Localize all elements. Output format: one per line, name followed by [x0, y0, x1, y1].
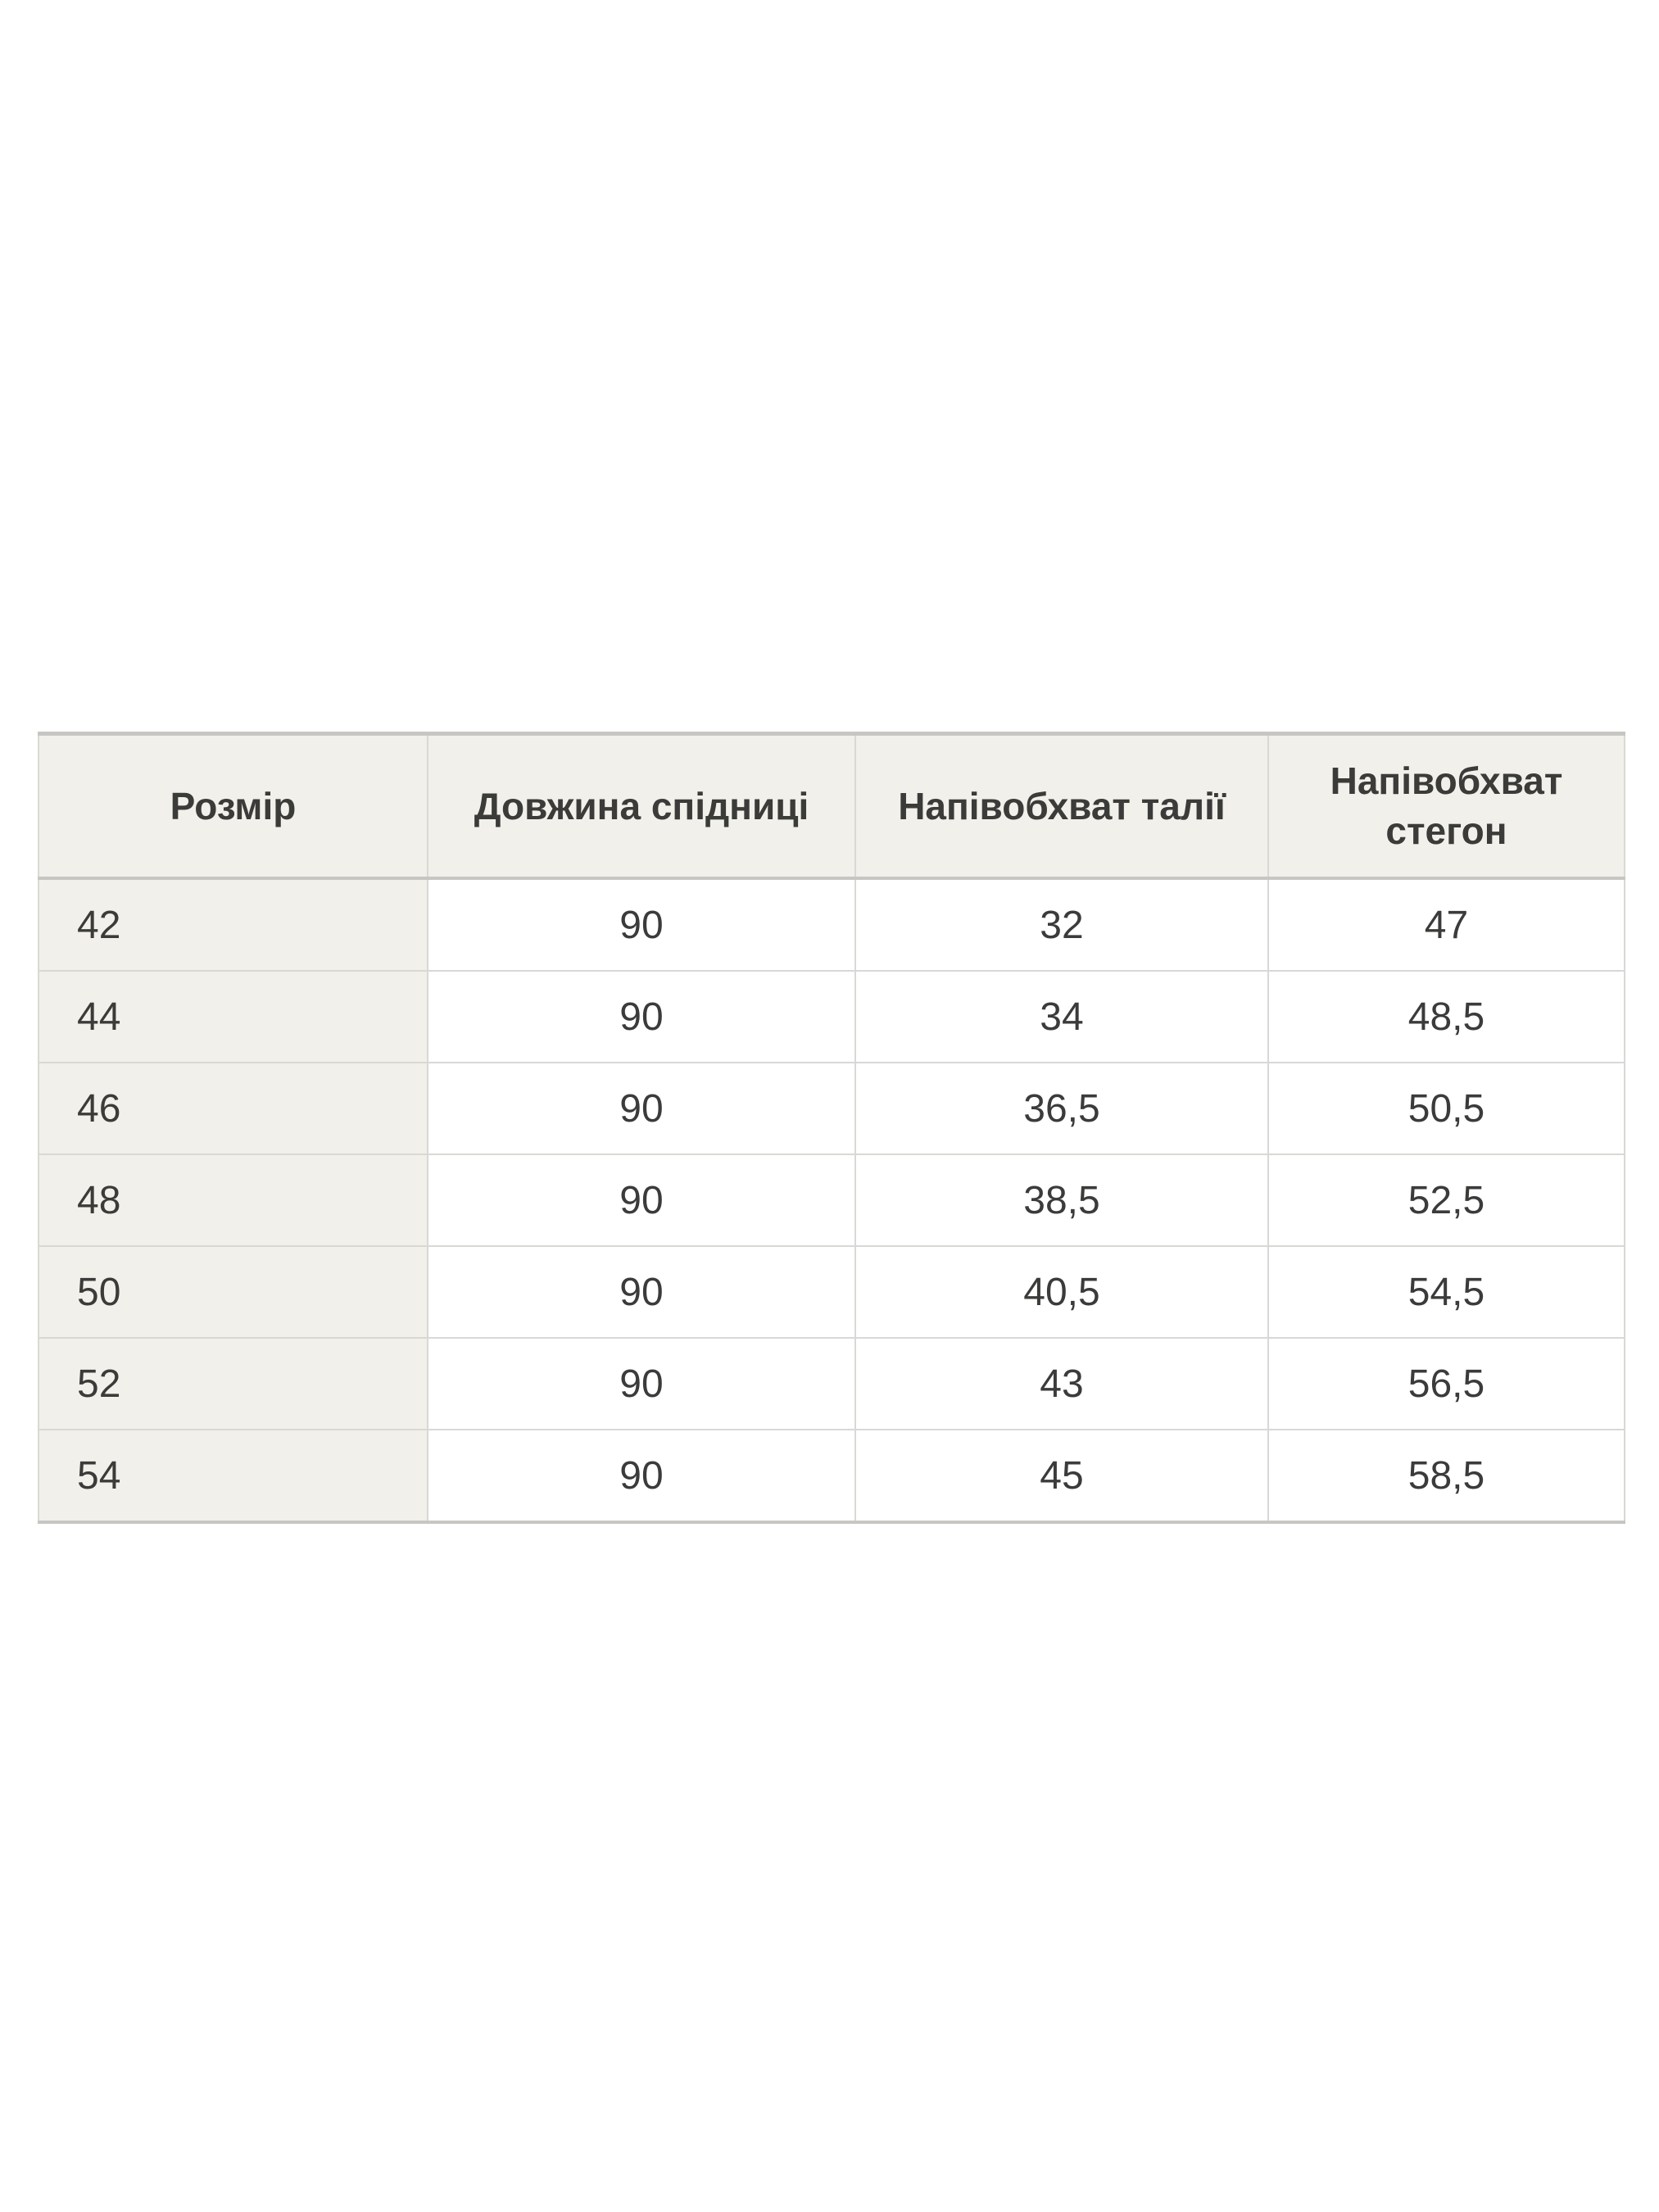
size-chart-table: Розмір Довжина спідниці Напівобхват талі… — [38, 732, 1625, 1524]
header-half-waist: Напівобхват талії — [854, 732, 1269, 880]
cell-half-waist: 32 — [854, 877, 1269, 972]
cell-size: 50 — [38, 1245, 428, 1339]
cell-size: 46 — [38, 1062, 428, 1155]
cell-half-hips: 58,5 — [1267, 1429, 1625, 1524]
cell-size: 52 — [38, 1337, 428, 1430]
cell-size: 54 — [38, 1429, 428, 1524]
cell-skirt-length: 90 — [427, 1429, 856, 1524]
cell-half-waist: 38,5 — [854, 1154, 1269, 1247]
cell-skirt-length: 90 — [427, 1062, 856, 1155]
cell-half-hips: 47 — [1267, 877, 1625, 972]
header-size: Розмір — [38, 732, 428, 880]
table-row: 50 90 40,5 54,5 — [38, 1245, 1625, 1339]
cell-half-hips: 50,5 — [1267, 1062, 1625, 1155]
header-skirt-length: Довжина спідниці — [427, 732, 856, 880]
cell-size: 44 — [38, 970, 428, 1063]
table-row: 48 90 38,5 52,5 — [38, 1154, 1625, 1247]
cell-half-hips: 52,5 — [1267, 1154, 1625, 1247]
cell-size: 48 — [38, 1154, 428, 1247]
cell-skirt-length: 90 — [427, 877, 856, 972]
table-row: 46 90 36,5 50,5 — [38, 1062, 1625, 1155]
table-body: 42 90 32 47 44 90 34 48,5 46 90 36,5 50,… — [38, 877, 1625, 1524]
cell-half-waist: 40,5 — [854, 1245, 1269, 1339]
table-row: 44 90 34 48,5 — [38, 970, 1625, 1063]
cell-skirt-length: 90 — [427, 1245, 856, 1339]
cell-half-waist: 45 — [854, 1429, 1269, 1524]
cell-half-waist: 43 — [854, 1337, 1269, 1430]
cell-half-waist: 36,5 — [854, 1062, 1269, 1155]
header-half-hips: Напівобхват стегон — [1267, 732, 1625, 880]
table-row: 42 90 32 47 — [38, 877, 1625, 972]
table-header: Розмір Довжина спідниці Напівобхват талі… — [38, 732, 1625, 880]
header-row: Розмір Довжина спідниці Напівобхват талі… — [38, 732, 1625, 880]
cell-skirt-length: 90 — [427, 1154, 856, 1247]
cell-half-waist: 34 — [854, 970, 1269, 1063]
cell-size: 42 — [38, 877, 428, 972]
cell-skirt-length: 90 — [427, 1337, 856, 1430]
cell-half-hips: 48,5 — [1267, 970, 1625, 1063]
cell-half-hips: 56,5 — [1267, 1337, 1625, 1430]
cell-skirt-length: 90 — [427, 970, 856, 1063]
table-row: 52 90 43 56,5 — [38, 1337, 1625, 1430]
table-row: 54 90 45 58,5 — [38, 1429, 1625, 1524]
cell-half-hips: 54,5 — [1267, 1245, 1625, 1339]
